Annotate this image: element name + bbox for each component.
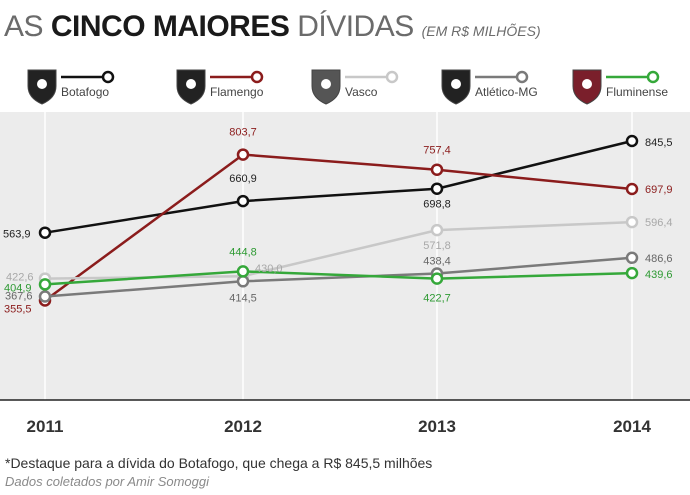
footnote: *Destaque para a dívida do Botafogo, que… [5,455,433,471]
data-label-atl-tico-mg-2013: 438,4 [423,256,451,268]
crest-emblem-vasco-icon [321,79,331,89]
data-label-vasco-2014: 596,4 [645,217,673,229]
point-flamengo-2012 [236,148,250,161]
series-line-fluminense [44,270,633,286]
legend-label-fluminense: Fluminense [606,85,668,99]
series-line-flamengo [44,153,633,302]
point-vasco-2013 [430,223,444,237]
crest-emblem-flamengo-icon [186,79,196,89]
data-label-fluminense-2014: 439,6 [645,269,673,281]
point-atl-tico-mg-2012 [236,275,250,288]
legend-marker-flamengo [250,70,264,84]
legend-marker-fluminense [646,70,660,84]
point-fluminense-2014 [625,266,639,280]
point-atl-tico-mg-2011 [38,290,52,303]
data-label-vasco-2011: 422,6 [6,272,34,284]
point-fluminense-2011 [38,278,52,291]
title-bold: CINCO MAIORES [50,10,290,43]
data-label-fluminense-2012: 444,8 [229,246,257,258]
point-fluminense-2012 [236,265,250,278]
page-title: AS CINCO MAIORES DÍVIDAS (EM R$ MILHÕES) [4,10,541,44]
title-unit: (EM R$ MILHÕES) [421,23,541,39]
x-tick-label-2013: 2013 [418,417,456,436]
line-chart: 2011 2012 2013 2014 Botafogo Flamengo Vasco Atl… [0,69,690,436]
data-label-flamengo-2011: 355,5 [4,303,32,315]
legend-marker-atl-tico-mg [515,70,529,84]
data-label-atl-tico-mg-2011: 367,6 [5,291,33,303]
series-line-botafogo [44,139,633,234]
data-label-atl-tico-mg-2012: 414,5 [229,292,257,304]
data-label-flamengo-2012: 803,7 [229,127,257,139]
legend-label-vasco: Vasco [345,85,378,99]
plot-background [0,112,690,400]
x-tick-label-2011: 2011 [27,417,64,436]
point-atl-tico-mg-2014 [625,251,639,265]
point-vasco-2014 [625,215,639,229]
data-label-fluminense-2011: 404,9 [4,282,32,294]
point-botafogo-2012 [236,194,250,208]
data-label-flamengo-2014: 697,9 [645,184,673,196]
data-label-botafogo-2011: 563,9 [3,229,31,241]
point-flamengo-2014 [625,182,639,196]
data-label-vasco-2013: 571,8 [423,240,451,252]
point-flamengo-2013 [430,163,444,176]
point-botafogo-2013 [430,182,444,195]
legend-marker-botafogo [101,70,115,84]
crest-emblem-atl-tico-mg-icon [451,79,461,89]
data-label-botafogo-2013: 698,8 [423,199,451,211]
data-label-flamengo-2013: 757,4 [423,145,451,157]
legend-marker-vasco [385,70,399,84]
legend-label-atl-tico-mg: Atlético-MG [475,85,538,99]
x-tick-label-2012: 2012 [224,417,262,436]
legend-label-botafogo: Botafogo [61,85,109,99]
series-line-atl-tico-mg [44,256,633,298]
x-tick-label-2014: 2014 [613,417,651,436]
point-botafogo-2011 [38,226,52,239]
source-credit: Dados coletados por Amir Somoggi [5,474,210,489]
point-fluminense-2013 [430,272,444,285]
crest-emblem-fluminense-icon [582,79,592,89]
point-botafogo-2014 [625,134,639,148]
data-label-atl-tico-mg-2014: 486,6 [645,253,673,265]
title-prefix: AS [4,10,51,43]
data-label-botafogo-2014: 845,5 [645,137,673,149]
data-label-fluminense-2013: 422,7 [423,293,451,305]
crest-emblem-botafogo-icon [37,79,47,89]
data-label-botafogo-2012: 660,9 [229,173,257,185]
title-suffix: DÍVIDAS [289,10,414,43]
legend-label-flamengo: Flamengo [210,85,264,99]
data-label-vasco-2012: 430,0 [255,263,283,275]
